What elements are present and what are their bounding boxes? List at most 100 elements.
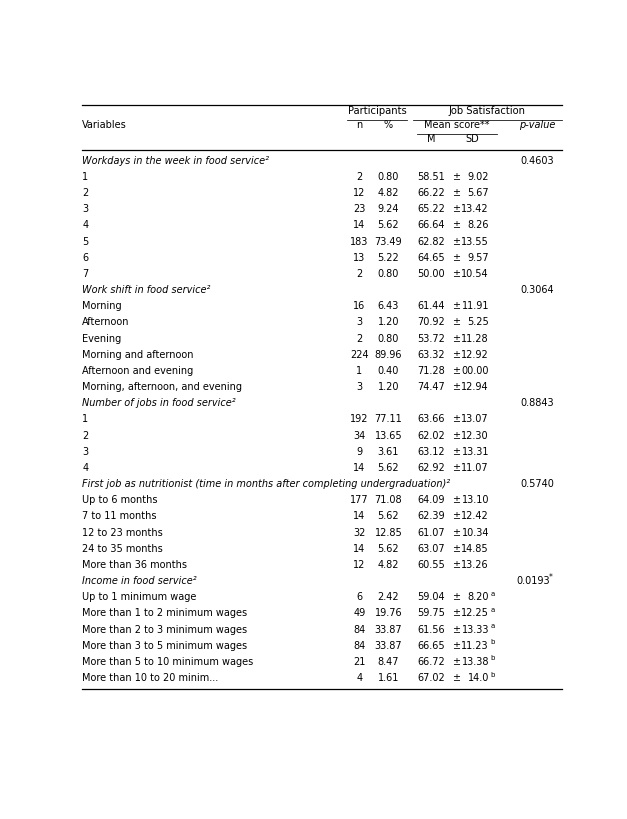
Text: 63.12: 63.12	[418, 447, 445, 457]
Text: ±: ±	[453, 592, 460, 602]
Text: First job as nutritionist (time in months after completing undergraduation)²: First job as nutritionist (time in month…	[82, 479, 450, 489]
Text: 5.62: 5.62	[377, 544, 399, 554]
Text: 0.0193: 0.0193	[516, 576, 549, 586]
Text: 59.04: 59.04	[418, 592, 445, 602]
Text: ±: ±	[453, 350, 460, 360]
Text: 4: 4	[356, 673, 362, 683]
Text: 16: 16	[353, 301, 366, 311]
Text: 73.49: 73.49	[374, 237, 402, 247]
Text: 1: 1	[82, 172, 88, 182]
Text: 5.62: 5.62	[377, 220, 399, 230]
Text: 13.33: 13.33	[461, 625, 489, 635]
Text: 3: 3	[356, 318, 362, 328]
Text: 13.07: 13.07	[461, 414, 489, 424]
Text: 13: 13	[353, 253, 366, 263]
Text: ±: ±	[453, 301, 460, 311]
Text: ±: ±	[453, 625, 460, 635]
Text: ±: ±	[453, 657, 460, 667]
Text: ±: ±	[453, 495, 460, 505]
Text: 33.87: 33.87	[374, 640, 402, 651]
Text: 2: 2	[82, 431, 88, 441]
Text: 12.42: 12.42	[461, 512, 489, 522]
Text: ±: ±	[453, 269, 460, 279]
Text: b: b	[490, 640, 495, 645]
Text: 34: 34	[353, 431, 366, 441]
Text: Morning: Morning	[82, 301, 122, 311]
Text: 66.64: 66.64	[418, 220, 445, 230]
Text: 61.56: 61.56	[418, 625, 445, 635]
Text: 13.38: 13.38	[461, 657, 489, 667]
Text: ±: ±	[453, 204, 460, 215]
Text: 59.75: 59.75	[417, 609, 445, 618]
Text: More than 5 to 10 minimum wages: More than 5 to 10 minimum wages	[82, 657, 253, 667]
Text: 14.0: 14.0	[468, 673, 489, 683]
Text: 10.54: 10.54	[461, 269, 489, 279]
Text: 1: 1	[82, 414, 88, 424]
Text: 0.8843: 0.8843	[521, 398, 554, 409]
Text: 0.80: 0.80	[377, 333, 399, 344]
Text: 8.20: 8.20	[468, 592, 489, 602]
Text: ±: ±	[453, 463, 460, 473]
Text: More than 10 to 20 minim...: More than 10 to 20 minim...	[82, 673, 219, 683]
Text: 9: 9	[356, 447, 362, 457]
Text: 61.44: 61.44	[418, 301, 445, 311]
Text: 12.92: 12.92	[461, 350, 489, 360]
Text: 3.61: 3.61	[377, 447, 399, 457]
Text: 70.92: 70.92	[418, 318, 445, 328]
Text: a: a	[490, 607, 495, 613]
Text: 62.82: 62.82	[418, 237, 445, 247]
Text: 4.82: 4.82	[377, 560, 399, 570]
Text: ±: ±	[453, 544, 460, 554]
Text: 4: 4	[82, 463, 88, 473]
Text: More than 36 months: More than 36 months	[82, 560, 187, 570]
Text: Workdays in the week in food service²: Workdays in the week in food service²	[82, 156, 269, 165]
Text: 60.55: 60.55	[418, 560, 445, 570]
Text: 2: 2	[356, 172, 362, 182]
Text: 224: 224	[350, 350, 369, 360]
Text: 4.82: 4.82	[377, 188, 399, 198]
Text: Participants: Participants	[347, 106, 406, 116]
Text: 71.28: 71.28	[418, 366, 445, 376]
Text: ±: ±	[453, 527, 460, 537]
Text: 0.4603: 0.4603	[521, 156, 554, 165]
Text: *: *	[548, 573, 552, 582]
Text: 6: 6	[82, 253, 88, 263]
Text: 0.3064: 0.3064	[521, 285, 554, 295]
Text: ±: ±	[453, 333, 460, 344]
Text: 3: 3	[356, 382, 362, 392]
Text: 3: 3	[82, 447, 88, 457]
Text: 12.85: 12.85	[374, 527, 403, 537]
Text: 66.72: 66.72	[418, 657, 445, 667]
Text: Up to 1 minimum wage: Up to 1 minimum wage	[82, 592, 197, 602]
Text: 9.02: 9.02	[468, 172, 489, 182]
Text: 53.72: 53.72	[417, 333, 445, 344]
Text: 5.25: 5.25	[467, 318, 489, 328]
Text: 11.23: 11.23	[461, 640, 489, 651]
Text: 63.66: 63.66	[418, 414, 445, 424]
Text: 77.11: 77.11	[374, 414, 403, 424]
Text: ±: ±	[453, 188, 460, 198]
Text: 24 to 35 months: 24 to 35 months	[82, 544, 163, 554]
Text: ±: ±	[453, 447, 460, 457]
Text: 1.61: 1.61	[377, 673, 399, 683]
Text: n: n	[356, 120, 362, 129]
Text: 13.10: 13.10	[461, 495, 489, 505]
Text: Variables: Variables	[82, 120, 127, 129]
Text: ±: ±	[453, 172, 460, 182]
Text: 32: 32	[353, 527, 366, 537]
Text: 0.5740: 0.5740	[520, 479, 554, 489]
Text: Morning and afternoon: Morning and afternoon	[82, 350, 194, 360]
Text: 1: 1	[356, 366, 362, 376]
Text: Up to 6 months: Up to 6 months	[82, 495, 158, 505]
Text: ±: ±	[453, 318, 460, 328]
Text: 12: 12	[353, 560, 366, 570]
Text: 8.26: 8.26	[468, 220, 489, 230]
Text: 21: 21	[353, 657, 366, 667]
Text: 14.85: 14.85	[461, 544, 489, 554]
Text: b: b	[490, 672, 495, 677]
Text: Afternoon and evening: Afternoon and evening	[82, 366, 194, 376]
Text: 1.20: 1.20	[377, 382, 399, 392]
Text: ±: ±	[453, 253, 460, 263]
Text: 64.65: 64.65	[418, 253, 445, 263]
Text: 62.02: 62.02	[418, 431, 445, 441]
